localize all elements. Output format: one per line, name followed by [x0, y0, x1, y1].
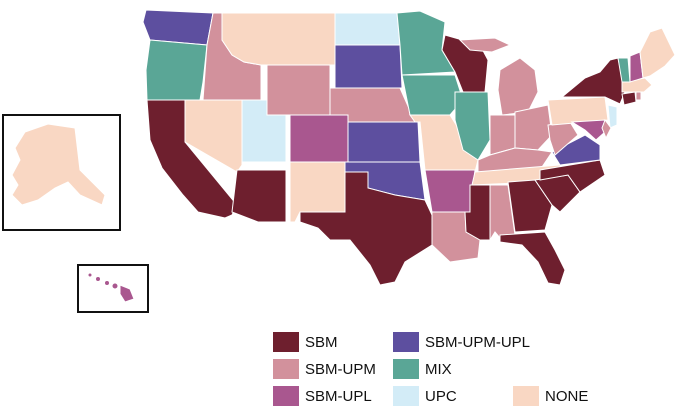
legend-label-sbm-upl: SBM-UPL	[305, 388, 372, 405]
state-iowa	[401, 74, 464, 116]
legend-item-mix: MIX	[425, 361, 452, 378]
state-arizona	[231, 169, 287, 223]
legend-label-sbm: SBM	[305, 334, 338, 351]
legend-label-none: NONE	[545, 388, 589, 405]
state-texas	[299, 171, 433, 286]
state-delaware	[601, 118, 612, 140]
state-new-york	[560, 57, 626, 105]
legend-label-mix: MIX	[425, 361, 452, 378]
legend-label-sbm-upm-upl: SBM-UPM-UPL	[425, 334, 531, 351]
state-colorado	[289, 114, 349, 163]
state-virginia	[551, 134, 601, 166]
state-ohio	[514, 104, 553, 151]
legend-label-upc: UPC	[425, 388, 457, 405]
legend-swatch-sbm-upm	[273, 359, 299, 379]
state-south-dakota	[334, 44, 403, 89]
state-michigan-upper	[458, 37, 512, 53]
legend-swatch-upc	[393, 386, 419, 406]
legend-swatch-mix	[393, 359, 419, 379]
state-new-jersey	[607, 104, 618, 129]
state-michigan	[497, 57, 539, 116]
legend-item-sbm: SBM	[305, 334, 338, 351]
legend-swatch-none	[513, 386, 539, 406]
state-pennsylvania	[547, 96, 609, 126]
state-maryland	[570, 119, 606, 141]
state-hawaii	[87, 272, 135, 303]
state-arkansas	[424, 169, 476, 213]
legend-label-sbm-upm: SBM-UPM	[305, 361, 376, 378]
state-maine	[639, 27, 676, 79]
state-alaska	[11, 123, 106, 206]
state-connecticut	[621, 91, 637, 106]
state-rhode-island	[635, 91, 642, 101]
state-wyoming	[266, 64, 331, 116]
state-nevada	[184, 99, 243, 173]
state-north-dakota	[334, 12, 401, 46]
state-kansas	[347, 121, 421, 163]
legend-item-sbm-upl: SBM-UPL	[305, 388, 372, 405]
legend-swatch-sbm-upm-upl	[393, 332, 419, 352]
legend-item-sbm-upm: SBM-UPM	[305, 361, 376, 378]
state-georgia	[507, 179, 553, 233]
state-montana	[221, 12, 336, 66]
legend-item-none: NONE	[545, 388, 588, 405]
legend-swatch-sbm	[273, 332, 299, 352]
alaska-inset-frame	[2, 114, 121, 231]
state-florida	[499, 231, 566, 286]
state-utah	[241, 99, 287, 163]
legend-item-sbm-upm-upl: SBM-UPM-UPL	[425, 334, 530, 351]
hawaii-inset-frame	[77, 264, 149, 313]
legend-swatch-sbm-upl	[273, 386, 299, 406]
legend-item-upc: UPC	[425, 388, 457, 405]
state-washington	[142, 9, 214, 46]
state-oregon	[145, 39, 208, 101]
